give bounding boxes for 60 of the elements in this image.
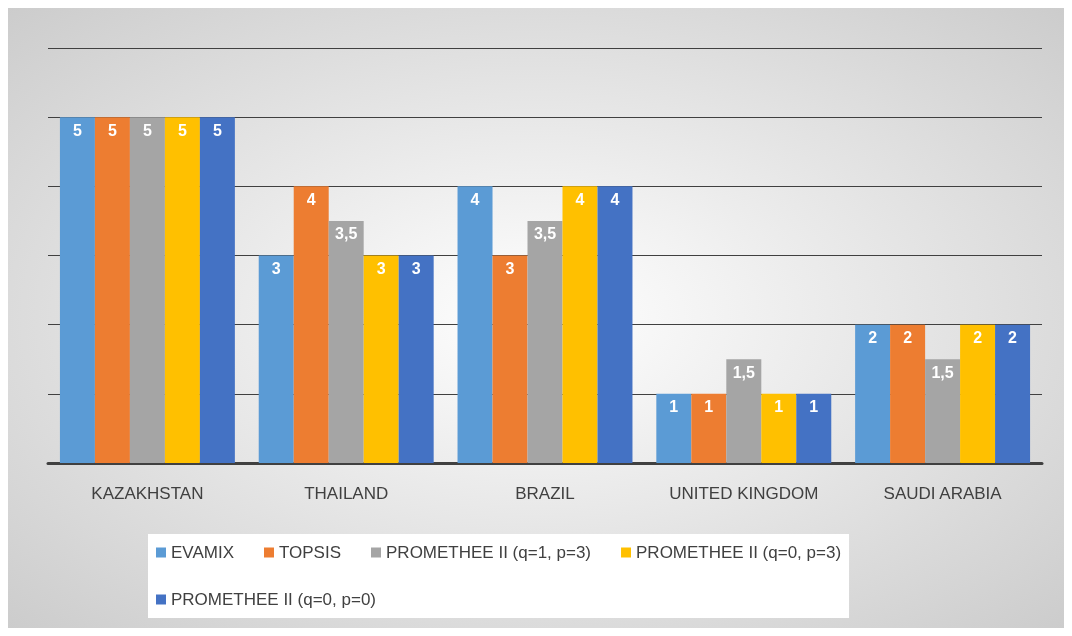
bar <box>94 117 130 463</box>
x-tick-label: THAILAND <box>304 484 389 503</box>
bar <box>656 393 692 463</box>
bar <box>796 393 832 463</box>
data-label: 4 <box>470 190 480 208</box>
x-tick-label: BRAZIL <box>515 484 575 503</box>
bar <box>398 255 434 463</box>
data-label: 2 <box>903 329 913 347</box>
x-tick-label: KAZAKHSTAN <box>91 484 204 503</box>
x-tick-label: SAUDI ARABIA <box>883 484 1003 503</box>
bar <box>562 186 598 463</box>
data-label: 5 <box>72 121 82 139</box>
bar <box>164 117 200 463</box>
data-label: 5 <box>142 121 152 139</box>
bar <box>199 117 235 463</box>
bar <box>59 117 95 463</box>
data-label: 1 <box>704 398 714 416</box>
bar <box>890 324 926 463</box>
bar <box>761 393 797 463</box>
data-label: 4 <box>306 190 316 208</box>
data-label: 5 <box>212 121 222 139</box>
data-label: 5 <box>177 121 187 139</box>
bar <box>457 186 493 463</box>
bar <box>492 255 528 463</box>
data-label: 1 <box>809 398 819 416</box>
data-label: 1 <box>669 398 679 416</box>
bar <box>597 186 633 463</box>
data-label: 1 <box>774 398 784 416</box>
bar <box>129 117 165 463</box>
bar <box>293 186 329 463</box>
data-label: 2 <box>1008 329 1018 347</box>
legend-label: TOPSIS <box>278 543 342 562</box>
data-label: 4 <box>575 190 585 208</box>
bar <box>691 393 727 463</box>
bar <box>726 359 762 463</box>
data-label: 3 <box>376 260 386 277</box>
bar <box>258 255 294 463</box>
bar <box>328 220 364 463</box>
data-label: 5 <box>107 121 117 139</box>
legend-label: PROMETHEE II (q=0, p=0) <box>171 590 377 609</box>
data-label: 2 <box>868 329 878 347</box>
data-label: 4 <box>610 190 620 208</box>
legend-label: EVAMIX <box>171 543 234 562</box>
data-label: 3 <box>271 260 281 277</box>
bar <box>363 255 399 463</box>
data-label: 2 <box>973 329 983 347</box>
data-label: 1,5 <box>931 363 954 381</box>
data-label: 3,5 <box>335 225 358 243</box>
legend-label: PROMETHEE II (q=1, p=3) <box>386 543 592 562</box>
bar <box>960 324 996 463</box>
data-label: 3,5 <box>533 225 557 243</box>
bar <box>855 324 891 463</box>
legend-label: PROMETHEE II (q=0, p=3) <box>636 543 842 562</box>
x-tick-label: UNITED KINGDOM <box>669 484 819 503</box>
data-label: 1,5 <box>732 363 756 381</box>
data-label: 3 <box>411 260 421 277</box>
bar <box>527 220 563 463</box>
bar <box>925 359 961 463</box>
bar <box>995 324 1031 463</box>
data-label: 3 <box>505 260 515 277</box>
